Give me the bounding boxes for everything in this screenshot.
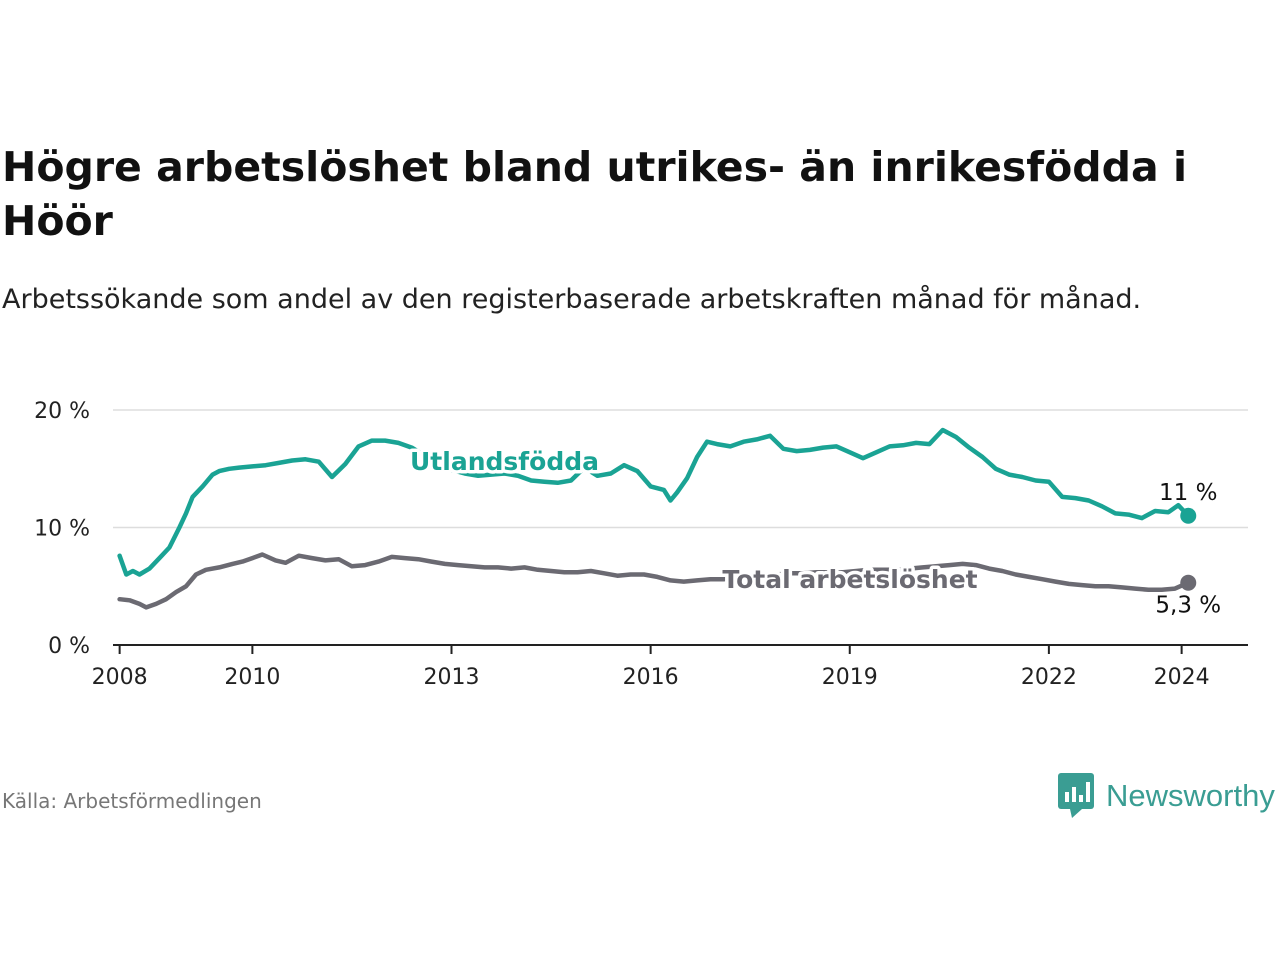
x-tick-label: 2022 [1021,665,1077,690]
grid-layer [113,409,1248,529]
y-tick-label: 10 % [34,517,90,542]
series-label-total-halo: Total arbetslöshet [722,565,977,594]
end-marker [1180,574,1197,591]
end-marker [1180,507,1197,524]
x-tick-label: 2024 [1154,665,1210,690]
y-tick-label: 20 % [34,399,90,424]
newsworthy-logo-icon [1058,773,1094,818]
series-label-utlandsfodda-halo: Utlandsfödda [410,447,599,476]
source-note: Källa: Arbetsförmedlingen [2,789,262,813]
series-label-total: Total arbetslöshet [722,565,977,594]
x-tick-label: 2019 [822,665,878,690]
x-tick-label: 2008 [92,665,148,690]
series-line-total [117,552,1191,610]
brand-logo[interactable]: Newsworthy [1058,773,1275,819]
y-tick-label: 0 % [48,634,90,659]
series-layer [117,427,1197,610]
x-tick-label: 2013 [424,665,480,690]
x-tick-label: 2016 [623,665,679,690]
brand-name: Newsworthy [1106,778,1275,813]
end-label-total: 5,3 % [1155,593,1221,619]
chart-subtitle: Arbetssökande som andel av den registerb… [2,284,1142,315]
axis-layer: 0 % 10 % 20 % 2008 2010 2013 2016 2019 2022 2024 [34,399,1248,690]
series-line-utlandsfodda [117,427,1191,577]
x-tick-label: 2010 [224,665,280,690]
end-label-utlandsfodda: 11 % [1159,480,1217,506]
series-label-utlandsfodda: Utlandsfödda [410,447,599,476]
chart-title: Högre arbetslöshet bland utrikes- än inr… [2,143,1187,245]
